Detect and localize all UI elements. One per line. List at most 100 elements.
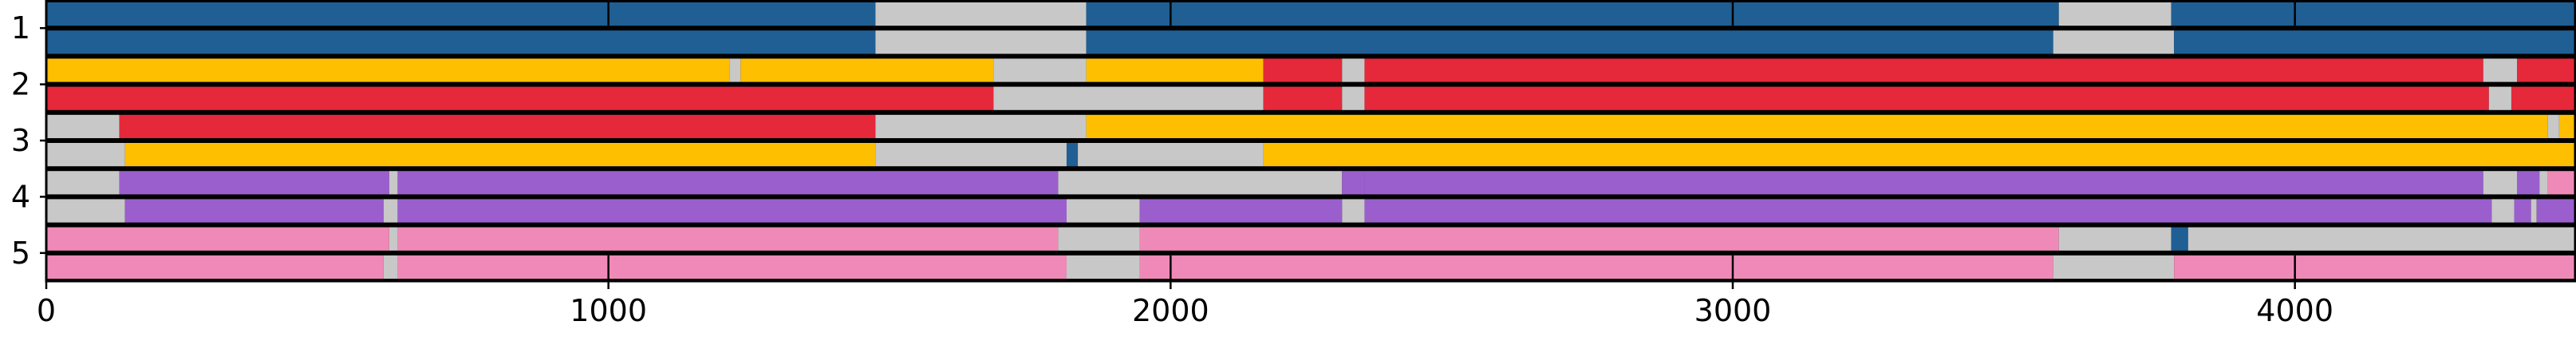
segment-gray xyxy=(2483,58,2518,82)
segment-pink xyxy=(1139,227,2059,251)
segment-gray xyxy=(2187,227,2576,251)
segment-gray xyxy=(2058,2,2172,26)
segment-gray xyxy=(875,114,1087,138)
segment-gray xyxy=(2053,255,2175,279)
segment-blue xyxy=(1086,2,2059,26)
segment-blue xyxy=(2174,30,2576,54)
segment-yellow xyxy=(1086,114,2548,138)
segment-gray xyxy=(46,143,125,167)
segment-gray xyxy=(2531,199,2537,223)
x-tick-label: 0 xyxy=(37,293,56,328)
x-tick-label: 2000 xyxy=(1132,293,1209,328)
x-tick-label: 3000 xyxy=(1694,293,1772,328)
segment-gray xyxy=(2058,227,2172,251)
segment-yellow xyxy=(2558,114,2576,138)
track-10 xyxy=(46,255,2576,279)
segment-gray xyxy=(1342,199,1365,223)
segment-blue xyxy=(1066,143,1079,167)
segment-blue xyxy=(2171,227,2188,251)
segment-gray xyxy=(2488,86,2511,110)
track-1 xyxy=(46,2,2576,26)
segment-gray xyxy=(993,58,1087,82)
y-tick-label: 4 xyxy=(11,179,30,214)
segment-yellow xyxy=(1086,58,1264,82)
segment-gray xyxy=(1342,86,1365,110)
segment-pink xyxy=(1139,255,2053,279)
segment-gray xyxy=(2539,171,2548,195)
segment-gray xyxy=(729,58,741,82)
segment-gray xyxy=(2053,30,2175,54)
segment-pink xyxy=(2174,255,2576,279)
segment-purple xyxy=(1342,171,1365,195)
segment-yellow xyxy=(1263,143,2576,167)
segment-red xyxy=(1263,86,1343,110)
segment-pink xyxy=(397,255,1067,279)
segment-gray xyxy=(875,30,1087,54)
segment-purple xyxy=(124,199,384,223)
segment-gray xyxy=(1066,199,1140,223)
segment-pink xyxy=(2547,171,2576,195)
segment-yellow xyxy=(124,143,876,167)
track-6 xyxy=(46,143,2576,167)
segment-pink xyxy=(46,255,384,279)
track-9 xyxy=(46,227,2576,251)
segment-red xyxy=(2511,86,2576,110)
segment-gray xyxy=(1058,171,1343,195)
segment-gray xyxy=(1342,58,1365,82)
segment-gray xyxy=(46,199,125,223)
segment-gray xyxy=(1058,227,1140,251)
segment-blue xyxy=(46,2,876,26)
segment-red xyxy=(1364,86,2489,110)
segment-purple xyxy=(1139,199,1343,223)
y-tick-label: 2 xyxy=(11,67,30,102)
segment-blue xyxy=(46,30,876,54)
segment-red xyxy=(46,86,994,110)
segment-gray xyxy=(389,171,398,195)
segment-purple xyxy=(2517,171,2540,195)
segment-gray xyxy=(2483,171,2518,195)
segment-gray xyxy=(875,143,1067,167)
segment-pink xyxy=(46,227,389,251)
segment-purple xyxy=(2536,199,2576,223)
segment-gray xyxy=(46,114,120,138)
segment-gray xyxy=(875,2,1087,26)
segment-yellow xyxy=(46,58,730,82)
segment-red xyxy=(119,114,876,138)
segment-red xyxy=(1364,58,2483,82)
segment-purple xyxy=(119,171,389,195)
segment-red xyxy=(1263,58,1343,82)
segment-purple xyxy=(397,199,1067,223)
segment-purple xyxy=(1364,171,2483,195)
y-axis: 1 2 3 4 5 xyxy=(11,10,46,271)
y-tick-label: 1 xyxy=(11,10,30,46)
track-2 xyxy=(46,30,2576,54)
track-5 xyxy=(46,114,2576,138)
track-8 xyxy=(46,199,2576,223)
x-tick-label: 1000 xyxy=(570,293,647,328)
segment-pink xyxy=(397,227,1059,251)
segment-gray xyxy=(383,199,398,223)
segment-red xyxy=(2517,58,2576,82)
segment-gray xyxy=(383,255,398,279)
x-tick-label: 4000 xyxy=(2256,293,2333,328)
segment-gray xyxy=(1078,143,1264,167)
segment-purple xyxy=(397,171,1059,195)
segment-blue xyxy=(1086,30,2053,54)
track-7 xyxy=(46,171,2576,195)
track-3 xyxy=(46,58,2576,82)
y-tick-label: 5 xyxy=(11,236,30,271)
segment-gray xyxy=(2547,114,2559,138)
segment-purple xyxy=(2514,199,2531,223)
segment-blue xyxy=(2171,2,2576,26)
segment-gray xyxy=(993,86,1264,110)
segment-purple xyxy=(1364,199,2492,223)
segment-gray xyxy=(46,171,120,195)
segment-yellow xyxy=(740,58,994,82)
segment-gray xyxy=(1066,255,1140,279)
segment-gray xyxy=(389,227,398,251)
track-4 xyxy=(46,86,2576,110)
segment-gray xyxy=(2491,199,2515,223)
x-axis: 0 1000 2000 3000 4000 xyxy=(37,281,2333,328)
